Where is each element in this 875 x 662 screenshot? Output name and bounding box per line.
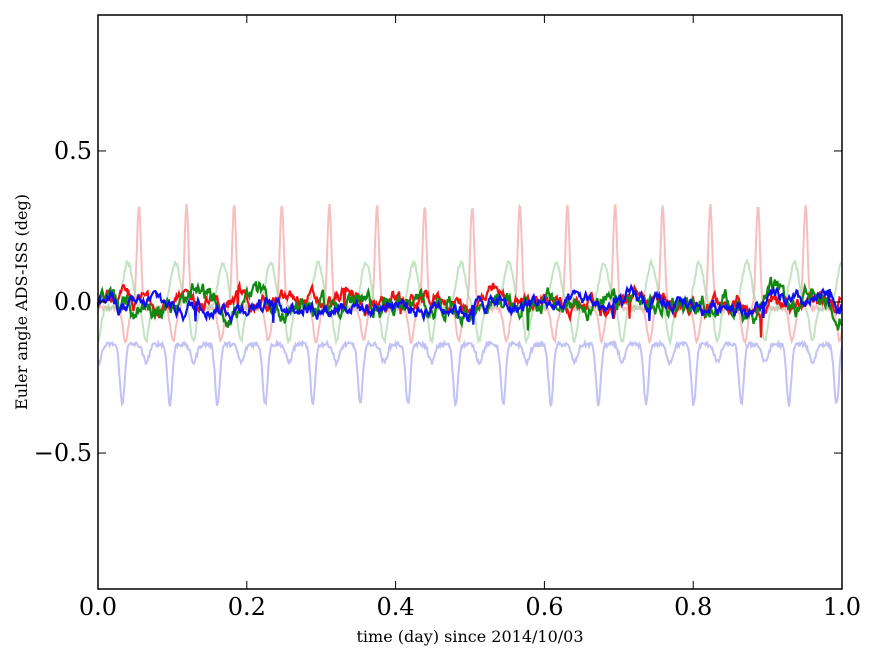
series-line-1 (97, 257, 843, 347)
x-axis-label: time (day) since 2014/10/03 (356, 627, 583, 646)
ticks-layer: 0.0 0.2 0.4 0.6 0.8 1.0 −0.5 0.0 0.5 (34, 15, 861, 621)
x-tick-label: 0.6 (525, 593, 563, 621)
x-tick-label: 1.0 (823, 593, 861, 621)
y-axis-label: Euler angle ADS-ISS (deg) (12, 194, 31, 410)
series-line-0 (97, 202, 843, 347)
x-tick-label: 0.4 (377, 593, 415, 621)
y-tick-label: −0.5 (34, 439, 92, 467)
x-tick-label: 0.2 (228, 593, 266, 621)
series-line-5 (96, 283, 843, 325)
y-tick-label: 0.0 (54, 288, 92, 316)
x-tick-label: 0.8 (674, 593, 712, 621)
y-tick-label: 0.5 (54, 137, 92, 165)
x-tick-label: 0.0 (79, 593, 117, 621)
series-layer (96, 202, 844, 408)
series-line-2 (97, 338, 843, 408)
